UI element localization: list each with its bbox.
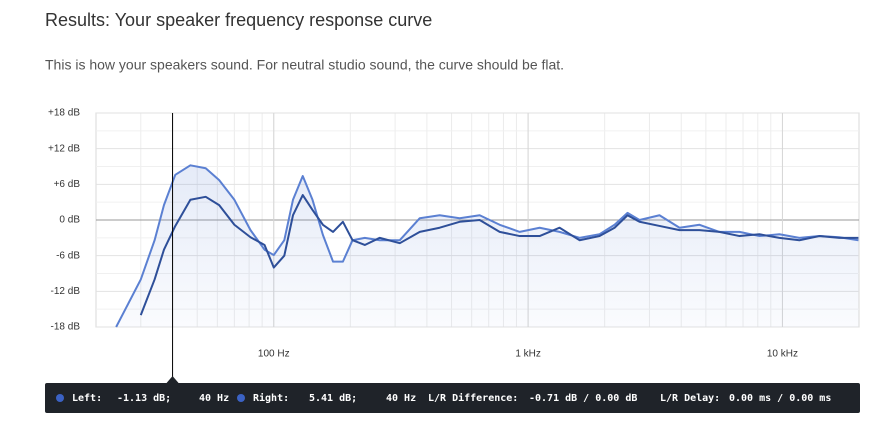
readout-value: -1.13 dB; <box>117 393 171 404</box>
x-tick-label: 10 kHz <box>767 349 798 360</box>
readout-value: 5.41 dB; <box>309 393 357 404</box>
readout-label: Left: <box>72 393 102 404</box>
chart-subtitle: This is how your speakers sound. For neu… <box>45 57 564 73</box>
readout-frequency: 40 Hz <box>386 393 416 404</box>
y-tick-label: +12 dB <box>48 143 80 154</box>
y-tick-label: -12 dB <box>51 286 81 297</box>
delay-value: 0.00 ms / 0.00 ms <box>729 393 831 404</box>
chart-title: Results: Your speaker frequency response… <box>45 10 432 30</box>
series-line <box>115 164 859 328</box>
y-tick-label: +6 dB <box>54 179 81 190</box>
y-tick-label: 0 dB <box>59 215 80 226</box>
readout-label: Right: <box>253 392 289 404</box>
series-line <box>139 194 859 316</box>
x-tick-label: 1 kHz <box>515 349 541 360</box>
series-dot <box>56 394 64 402</box>
difference-value: -0.71 dB / 0.00 dB <box>529 393 637 404</box>
y-tick-label: +18 dB <box>48 108 80 119</box>
plot <box>115 164 859 328</box>
readout-background <box>45 383 860 413</box>
readout-frequency: 40 Hz <box>199 393 229 404</box>
y-tick-label: -6 dB <box>56 250 80 261</box>
area <box>116 165 859 327</box>
readout-bar: Left: -1.13 dB; 40 Hz Right: 5.41 dB; 40 Hz L/… <box>45 383 860 413</box>
axes: +18 dB +12 dB +6 dB 0 dB -6 dB -12 dB -18 dB 10… <box>48 108 798 383</box>
delay-label: L/R Delay: <box>660 393 720 404</box>
y-tick-label: -18 dB <box>51 322 81 333</box>
difference-label: L/R Difference: <box>428 392 518 404</box>
x-tick-label: 100 Hz <box>258 349 290 360</box>
cursor-pointer <box>166 376 179 383</box>
series-dot <box>237 394 245 402</box>
